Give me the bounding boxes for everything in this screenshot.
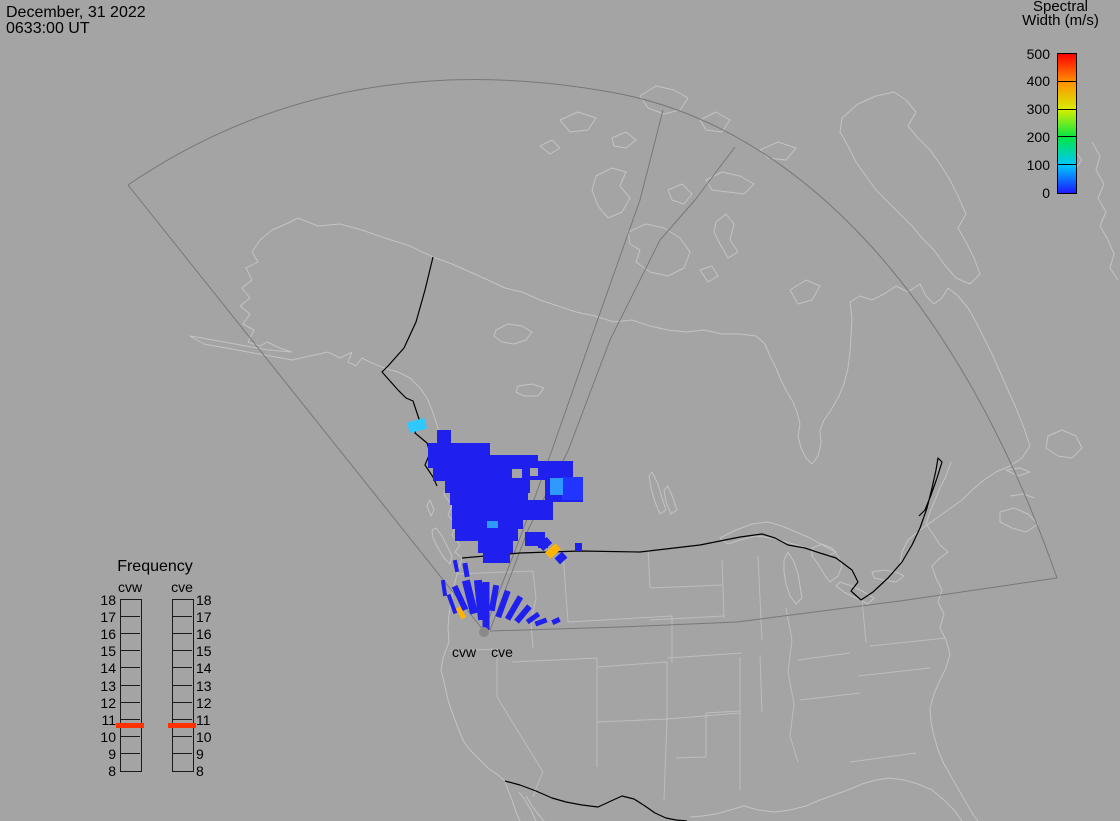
echo-streak bbox=[441, 580, 447, 596]
echo-streak bbox=[555, 552, 568, 565]
frequency-tick-label: 13 bbox=[196, 678, 228, 694]
frequency-tick-label: 15 bbox=[84, 643, 116, 659]
colorbar-tick-label: 0 bbox=[1008, 185, 1050, 201]
frequency-rung bbox=[172, 616, 192, 617]
frequency-rung bbox=[172, 719, 192, 720]
frequency-tick-label: 16 bbox=[196, 626, 228, 642]
echo-streak bbox=[551, 617, 560, 625]
echo-cell bbox=[530, 468, 538, 476]
frequency-tick-label: 13 bbox=[84, 678, 116, 694]
echo-streak bbox=[462, 563, 469, 578]
colorbar-tick-label: 300 bbox=[1008, 101, 1050, 117]
frequency-ladder-cvw bbox=[120, 599, 142, 772]
frequency-rung bbox=[120, 753, 140, 754]
state-border-paths bbox=[449, 549, 946, 800]
frequency-tick-label: 9 bbox=[196, 746, 228, 762]
frequency-tick-label: 18 bbox=[196, 592, 228, 608]
site-label-cve: cve bbox=[484, 644, 520, 660]
colorbar-segment-line bbox=[1058, 81, 1076, 82]
colorbar-tick-label: 500 bbox=[1008, 46, 1050, 62]
colorbar-tick-label: 400 bbox=[1008, 73, 1050, 89]
frequency-rung bbox=[172, 736, 192, 737]
echo-cell bbox=[437, 430, 451, 444]
echo-streak bbox=[535, 618, 548, 627]
frequency-rung bbox=[120, 685, 140, 686]
frequency-tick-label: 17 bbox=[196, 609, 228, 625]
frequency-tick-label: 16 bbox=[84, 626, 116, 642]
frequency-tick-label: 10 bbox=[196, 729, 228, 745]
frequency-tick-label: 18 bbox=[84, 592, 116, 608]
fan-inner-edge-cve bbox=[490, 147, 735, 630]
frequency-rung bbox=[120, 616, 140, 617]
frequency-tick-label: 15 bbox=[196, 643, 228, 659]
echo-cells bbox=[407, 418, 583, 563]
echo-cell bbox=[512, 469, 522, 478]
frequency-ladder-cve bbox=[172, 599, 194, 772]
colorbar-segment-line bbox=[1058, 164, 1076, 165]
colorbar-tick-label: 200 bbox=[1008, 129, 1050, 145]
frequency-tick-label: 10 bbox=[84, 729, 116, 745]
frequency-rung bbox=[172, 702, 192, 703]
frequency-rung bbox=[172, 650, 192, 651]
frequency-marker-cve bbox=[168, 723, 196, 728]
frequency-tick-label: 17 bbox=[84, 609, 116, 625]
echo-cell bbox=[428, 443, 490, 456]
echo-cell bbox=[550, 478, 563, 495]
frequency-tick-label: 11 bbox=[196, 712, 228, 728]
frequency-rung bbox=[172, 753, 192, 754]
frequency-legend-title: Frequency bbox=[92, 558, 218, 576]
echo-cell bbox=[455, 528, 518, 541]
north-america-map bbox=[0, 0, 1120, 821]
echo-cell bbox=[562, 477, 583, 500]
fan-south-edge-cve bbox=[490, 578, 1057, 631]
echo-cell bbox=[407, 418, 427, 433]
frequency-rung bbox=[120, 736, 140, 737]
frequency-rung bbox=[172, 685, 192, 686]
echo-cell bbox=[483, 552, 510, 563]
colorbar-tick-label: 100 bbox=[1008, 157, 1050, 173]
echo-cell bbox=[478, 540, 513, 553]
frequency-tick-label: 12 bbox=[84, 695, 116, 711]
echo-cell bbox=[445, 480, 530, 493]
frequency-rung bbox=[120, 667, 140, 668]
coastline-paths bbox=[190, 86, 1118, 821]
colorbar-segment-line bbox=[1058, 109, 1076, 110]
frequency-rung bbox=[120, 719, 140, 720]
superdarn-plot: December, 31 2022 0633:00 UT Spectral Wi… bbox=[0, 0, 1120, 821]
frequency-tick-label: 14 bbox=[84, 660, 116, 676]
site-label-cvw: cvw bbox=[446, 644, 482, 660]
frequency-marker-cvw bbox=[116, 723, 144, 728]
echo-cell bbox=[523, 500, 553, 520]
frequency-rung bbox=[172, 633, 192, 634]
frequency-tick-label: 8 bbox=[84, 763, 116, 779]
frequency-tick-label: 8 bbox=[196, 763, 228, 779]
frequency-tick-label: 11 bbox=[84, 712, 116, 728]
frequency-tick-label: 9 bbox=[84, 746, 116, 762]
frequency-tick-label: 12 bbox=[196, 695, 228, 711]
frequency-rung bbox=[172, 667, 192, 668]
echo-cell bbox=[433, 467, 493, 481]
frequency-rung bbox=[120, 650, 140, 651]
echo-cell bbox=[452, 504, 523, 517]
echo-cell bbox=[450, 492, 528, 505]
frequency-rung bbox=[120, 633, 140, 634]
frequency-rung bbox=[120, 702, 140, 703]
echo-streak bbox=[483, 582, 490, 630]
fan-outer-arc bbox=[128, 80, 1057, 578]
us-mexico-border bbox=[505, 781, 687, 821]
radar-site-dot bbox=[479, 627, 489, 637]
echo-cell bbox=[575, 543, 582, 551]
date-label: December, 31 2022 bbox=[6, 5, 146, 21]
echo-streak bbox=[489, 585, 499, 612]
echo-streak bbox=[453, 560, 459, 573]
colorbar-title-line2: Width (m/s) bbox=[1003, 13, 1118, 29]
colorbar-segment-line bbox=[1058, 136, 1076, 137]
colorbar-gradient bbox=[1057, 53, 1077, 194]
time-label: 0633:00 UT bbox=[6, 21, 90, 37]
frequency-tick-label: 14 bbox=[196, 660, 228, 676]
